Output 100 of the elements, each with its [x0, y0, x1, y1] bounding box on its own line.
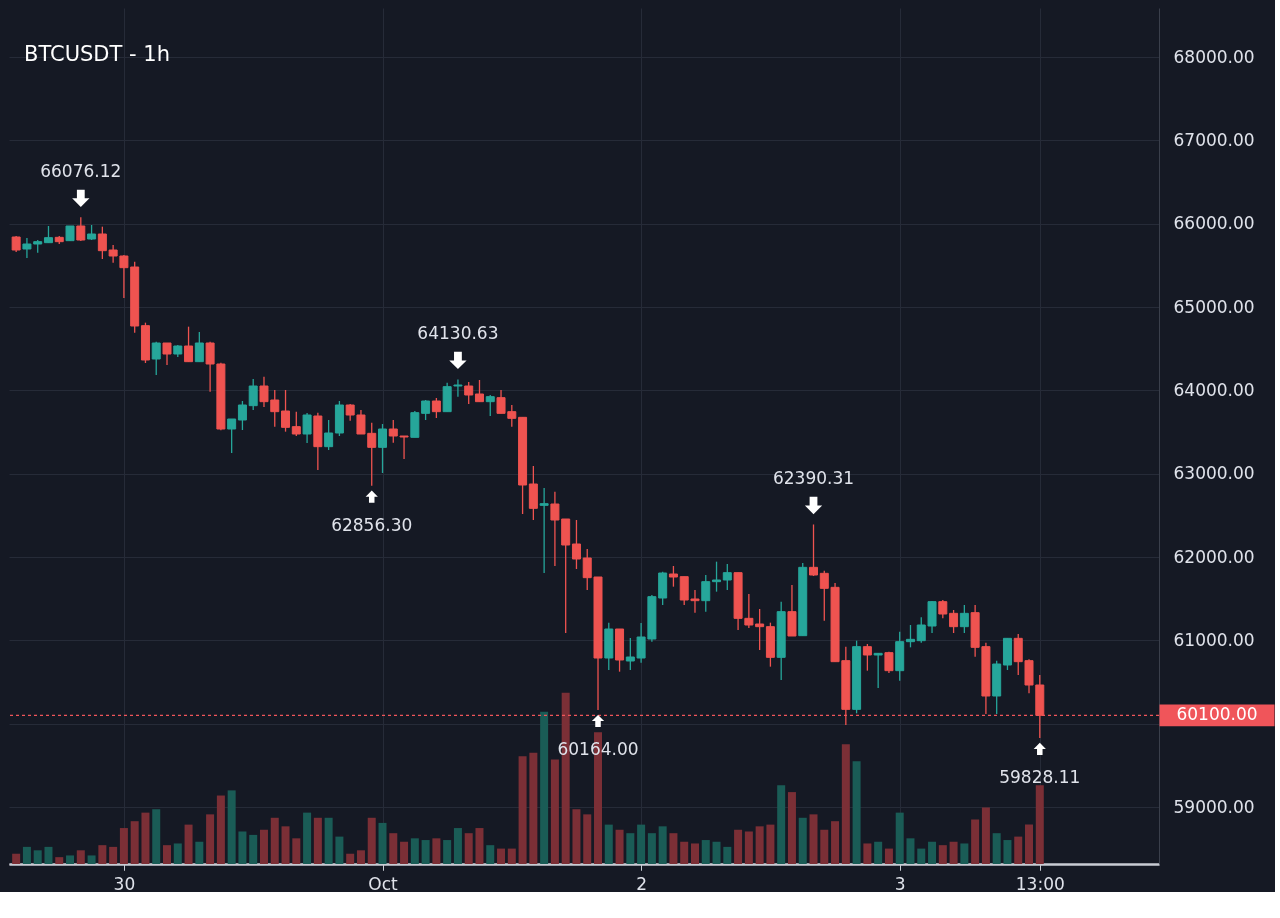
- bar: [227, 790, 236, 864]
- bar: [313, 817, 322, 864]
- candlestick: [291, 411, 301, 437]
- candlestick: [378, 423, 388, 474]
- y-tick-label: 62000.00: [1173, 546, 1255, 567]
- bar: [734, 829, 743, 864]
- bar: [690, 843, 699, 864]
- candlestick: [194, 331, 204, 363]
- bar: [356, 850, 365, 864]
- bar: [152, 809, 161, 864]
- bar: [680, 841, 689, 864]
- candlestick: [281, 389, 291, 433]
- bar: [658, 826, 667, 864]
- ref-line-label: 60100.00: [1176, 704, 1258, 725]
- candlestick: [464, 381, 474, 405]
- bar: [292, 838, 301, 864]
- candlestick: [949, 609, 959, 634]
- candlestick: [302, 412, 312, 444]
- x-tick-label: 3: [894, 873, 906, 894]
- bar: [949, 841, 958, 864]
- bar: [421, 840, 430, 864]
- annotation: 62390.31: [772, 468, 855, 489]
- bar: [346, 853, 355, 864]
- bar: [852, 761, 861, 864]
- bar: [518, 756, 527, 864]
- bar: [270, 817, 279, 864]
- bar: [249, 834, 258, 864]
- bar: [130, 821, 139, 864]
- annotation: 59828.11: [999, 766, 1081, 787]
- bar: [529, 752, 538, 864]
- bar: [303, 812, 312, 864]
- bar: [324, 817, 333, 864]
- candlestick: [809, 523, 819, 577]
- bar: [238, 831, 247, 864]
- bar: [755, 826, 764, 864]
- bar: [66, 855, 75, 864]
- bar: [378, 822, 387, 864]
- bar: [938, 845, 947, 864]
- bar: [820, 829, 829, 864]
- candlestick: [485, 394, 495, 417]
- candlestick: [668, 565, 678, 588]
- y-tick-label: 61000.00: [1173, 629, 1255, 650]
- candlestick: [324, 419, 334, 451]
- annotation: 66076.12: [40, 161, 122, 182]
- bar: [109, 846, 118, 864]
- bar: [906, 838, 915, 864]
- x-tick-label: 2: [636, 873, 648, 894]
- bar: [1014, 836, 1023, 864]
- bar: [216, 795, 225, 864]
- bar: [119, 828, 128, 864]
- bar: [367, 817, 376, 864]
- candlestick: [905, 624, 915, 648]
- candlestick: [959, 604, 969, 634]
- bar: [281, 826, 290, 864]
- bar: [173, 843, 182, 864]
- bar: [787, 792, 796, 864]
- y-tick-label: 65000.00: [1173, 296, 1255, 317]
- candlestick: [248, 378, 258, 411]
- y-tick-label: 67000.00: [1173, 129, 1255, 150]
- bar: [604, 824, 613, 864]
- candlestick: [474, 379, 484, 403]
- bar: [701, 840, 710, 864]
- bar: [798, 817, 807, 864]
- bar: [389, 833, 398, 864]
- text: BTCUSDT - 1h: [24, 42, 170, 66]
- bar: [12, 853, 21, 864]
- bar: [335, 836, 344, 864]
- candlestick: [162, 342, 172, 366]
- bar: [1035, 785, 1044, 864]
- bar: [583, 814, 592, 864]
- bar: [1003, 840, 1012, 864]
- bar: [540, 711, 549, 864]
- bar: [971, 819, 980, 864]
- bar: [33, 850, 42, 864]
- candlestick: [938, 599, 948, 619]
- candlestick: [722, 563, 732, 591]
- bar: [981, 807, 990, 864]
- candlestick: [539, 487, 549, 574]
- candlestick: [701, 574, 711, 613]
- bar: [400, 841, 409, 864]
- y-tick-label: 59000.00: [1173, 796, 1255, 817]
- bar: [163, 845, 172, 864]
- bar: [206, 814, 215, 864]
- y-tick-label: 66000.00: [1173, 213, 1255, 234]
- bar: [55, 857, 64, 864]
- bar: [497, 848, 506, 864]
- candlestick: [873, 652, 883, 689]
- bar: [744, 831, 753, 864]
- bar: [550, 759, 559, 864]
- x-tick-label: Oct: [368, 873, 399, 894]
- candlestick: [421, 399, 431, 421]
- bar: [626, 833, 635, 864]
- bar: [928, 841, 937, 864]
- x-tick-label: 13:00: [1015, 873, 1065, 894]
- x-tick-label: 30: [113, 873, 136, 894]
- candlestick: [571, 519, 581, 570]
- candlestick: [237, 400, 247, 431]
- annotation: 60164.00: [557, 739, 639, 759]
- bar: [766, 824, 775, 864]
- bar: [863, 843, 872, 864]
